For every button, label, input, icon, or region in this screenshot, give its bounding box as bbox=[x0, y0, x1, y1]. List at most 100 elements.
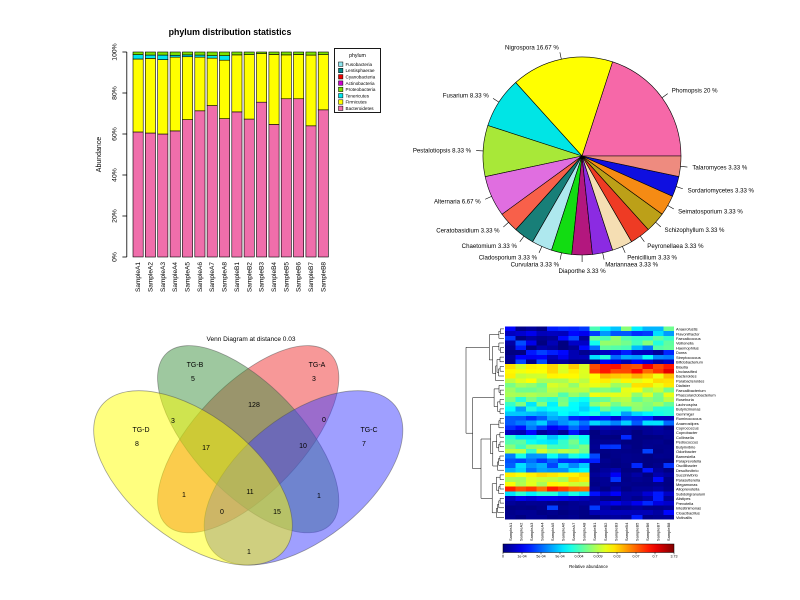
svg-text:Flavonifractor: Flavonifractor bbox=[676, 331, 700, 336]
svg-text:Desulfovibrio: Desulfovibrio bbox=[676, 468, 699, 473]
svg-text:Alistipes: Alistipes bbox=[676, 496, 691, 501]
svg-text:SampleA3: SampleA3 bbox=[160, 262, 167, 292]
svg-text:1: 1 bbox=[247, 549, 251, 556]
svg-text:3: 3 bbox=[171, 418, 175, 425]
svg-text:0: 0 bbox=[322, 417, 326, 424]
svg-text:Proteobacteria: Proteobacteria bbox=[346, 87, 376, 92]
svg-text:Sordariomycetes 3.33 %: Sordariomycetes 3.33 % bbox=[688, 187, 755, 194]
svg-text:SampleA5: SampleA5 bbox=[185, 262, 192, 292]
svg-text:20%: 20% bbox=[112, 209, 119, 223]
svg-text:SampleB8: SampleB8 bbox=[666, 522, 671, 541]
svg-text:8: 8 bbox=[135, 441, 139, 448]
svg-text:Schizophyllum 3.33 %: Schizophyllum 3.33 % bbox=[665, 227, 726, 234]
svg-text:SampleB1: SampleB1 bbox=[234, 262, 241, 292]
svg-text:Barnesiella: Barnesiella bbox=[676, 454, 696, 459]
svg-text:Phascolarctobacterium: Phascolarctobacterium bbox=[676, 393, 716, 398]
svg-text:Succinivibrio: Succinivibrio bbox=[676, 473, 698, 478]
svg-text:Gemmiger: Gemmiger bbox=[676, 411, 695, 416]
svg-text:Lentisphaerae: Lentisphaerae bbox=[346, 68, 376, 73]
svg-text:Unclassified: Unclassified bbox=[676, 369, 697, 374]
svg-text:SampleA2: SampleA2 bbox=[518, 522, 523, 541]
svg-text:0.7: 0.7 bbox=[653, 555, 658, 559]
svg-text:9e-04: 9e-04 bbox=[555, 555, 564, 559]
svg-text:Parasutterella: Parasutterella bbox=[676, 477, 701, 482]
svg-text:Actinobacteria: Actinobacteria bbox=[346, 81, 376, 86]
svg-text:5: 5 bbox=[191, 376, 195, 383]
svg-text:5e-04: 5e-04 bbox=[536, 555, 545, 559]
svg-text:phylum: phylum bbox=[349, 53, 366, 59]
svg-text:TG-D: TG-D bbox=[132, 427, 149, 434]
svg-text:0%: 0% bbox=[112, 252, 119, 262]
svg-text:80%: 80% bbox=[112, 86, 119, 100]
svg-text:60%: 60% bbox=[112, 127, 119, 141]
svg-text:SampleB7: SampleB7 bbox=[308, 262, 315, 292]
svg-text:Fusarium 8.33 %: Fusarium 8.33 % bbox=[443, 93, 490, 100]
svg-text:Bacteroidetes: Bacteroidetes bbox=[346, 106, 375, 111]
svg-text:SampleB5: SampleB5 bbox=[283, 262, 290, 292]
svg-text:Cladosporium 3.33 %: Cladosporium 3.33 % bbox=[479, 255, 538, 262]
svg-text:Fusobacteria: Fusobacteria bbox=[346, 62, 373, 67]
svg-text:Faecalicoccus: Faecalicoccus bbox=[676, 336, 701, 341]
svg-text:SampleA4: SampleA4 bbox=[539, 522, 544, 541]
svg-text:40%: 40% bbox=[112, 168, 119, 182]
svg-text:SampleA7: SampleA7 bbox=[571, 522, 576, 541]
svg-text:Pestalotiopsis 8.33 %: Pestalotiopsis 8.33 % bbox=[413, 147, 472, 154]
svg-text:SampleB3: SampleB3 bbox=[613, 522, 618, 541]
svg-text:Abundance: Abundance bbox=[96, 137, 103, 173]
svg-text:Penicillium 3.33 %: Penicillium 3.33 % bbox=[627, 254, 677, 261]
svg-text:Dialister: Dialister bbox=[676, 383, 691, 388]
svg-text:Victivallis: Victivallis bbox=[676, 515, 692, 520]
svg-text:Bifidobacterium: Bifidobacterium bbox=[676, 360, 703, 365]
svg-text:SampleA8: SampleA8 bbox=[582, 522, 587, 541]
svg-text:SampleA2: SampleA2 bbox=[147, 262, 154, 292]
svg-text:Paraprevotella: Paraprevotella bbox=[676, 459, 702, 464]
svg-text:Tenericutes: Tenericutes bbox=[346, 93, 370, 98]
svg-text:Diaporthe 3.33 %: Diaporthe 3.33 % bbox=[559, 268, 607, 275]
svg-text:1e-04: 1e-04 bbox=[517, 555, 526, 559]
svg-text:SampleB7: SampleB7 bbox=[656, 522, 661, 541]
svg-text:Intestinimonas: Intestinimonas bbox=[676, 506, 701, 511]
svg-text:Chaetomium 3.33 %: Chaetomium 3.33 % bbox=[462, 243, 518, 250]
svg-text:SampleA7: SampleA7 bbox=[209, 262, 216, 292]
svg-text:0.004: 0.004 bbox=[575, 555, 584, 559]
svg-text:Collinsella: Collinsella bbox=[676, 435, 695, 440]
svg-text:Veillonella: Veillonella bbox=[676, 341, 694, 346]
svg-text:Streptococcus: Streptococcus bbox=[676, 355, 701, 360]
svg-text:Prevotella: Prevotella bbox=[676, 501, 694, 506]
svg-text:17: 17 bbox=[202, 445, 210, 452]
svg-text:SampleB4: SampleB4 bbox=[271, 262, 278, 292]
svg-text:SampleB8: SampleB8 bbox=[320, 262, 327, 292]
svg-text:Alternaria 6.67 %: Alternaria 6.67 % bbox=[434, 198, 481, 205]
svg-text:TG-A: TG-A bbox=[309, 362, 326, 369]
svg-text:SampleB2: SampleB2 bbox=[246, 262, 253, 292]
svg-text:SampleA1: SampleA1 bbox=[135, 262, 142, 292]
svg-text:SampleA8: SampleA8 bbox=[222, 262, 229, 292]
svg-text:Seimatosporium 3.33 %: Seimatosporium 3.33 % bbox=[678, 209, 743, 216]
svg-text:10: 10 bbox=[299, 443, 307, 450]
svg-text:Roseburia: Roseburia bbox=[676, 397, 695, 402]
svg-text:Curvularia 3.33 %: Curvularia 3.33 % bbox=[511, 262, 560, 269]
svg-text:Odoribacter: Odoribacter bbox=[676, 449, 697, 454]
svg-text:Pediococcus: Pediococcus bbox=[676, 440, 698, 445]
svg-text:0: 0 bbox=[220, 509, 224, 516]
svg-text:SampleA1: SampleA1 bbox=[508, 522, 513, 541]
svg-text:Parabacteroides: Parabacteroides bbox=[676, 378, 704, 383]
svg-text:SampleB6: SampleB6 bbox=[296, 262, 303, 292]
svg-text:100%: 100% bbox=[112, 43, 119, 60]
svg-text:Ruminococcus: Ruminococcus bbox=[676, 416, 702, 421]
svg-text:SampleB1: SampleB1 bbox=[592, 522, 597, 541]
svg-text:Relative abundance: Relative abundance bbox=[569, 564, 608, 569]
svg-text:Cyanobacteria: Cyanobacteria bbox=[346, 75, 376, 80]
svg-text:Oscillibacter: Oscillibacter bbox=[676, 463, 698, 468]
svg-text:SampleB5: SampleB5 bbox=[634, 522, 639, 541]
svg-text:SampleB3: SampleB3 bbox=[259, 262, 266, 292]
svg-text:Coprococcus: Coprococcus bbox=[676, 426, 699, 431]
svg-text:11: 11 bbox=[246, 489, 253, 496]
svg-text:0.03: 0.03 bbox=[614, 555, 621, 559]
svg-text:SampleA3: SampleA3 bbox=[529, 522, 534, 541]
svg-text:3.73: 3.73 bbox=[671, 555, 678, 559]
svg-text:Megamonas: Megamonas bbox=[676, 482, 697, 487]
svg-text:128: 128 bbox=[248, 402, 260, 409]
svg-text:Ceratobasidium 3.33 %: Ceratobasidium 3.33 % bbox=[436, 227, 500, 234]
svg-text:7: 7 bbox=[362, 441, 366, 448]
